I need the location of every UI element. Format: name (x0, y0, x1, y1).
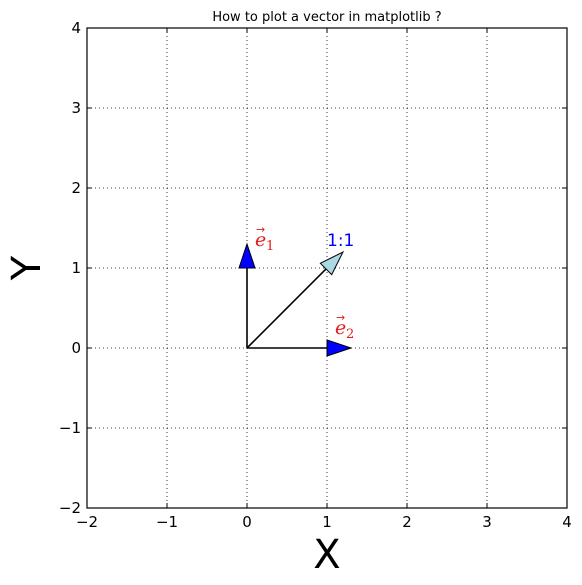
x-tick-label: −2 (76, 513, 98, 531)
chart-title: How to plot a vector in matplotlib ? (212, 10, 441, 25)
y-tick-label: −2 (59, 499, 81, 517)
vector-label-arrow-e2: → (336, 311, 345, 324)
y-tick-label: −1 (59, 419, 81, 437)
vector-head-e1 (238, 242, 256, 269)
x-tick-label: −1 (156, 513, 178, 531)
y-tick-label: 4 (71, 19, 81, 37)
vector-shaft-diag (246, 268, 327, 349)
vector-head-e2 (326, 339, 353, 357)
y-axis-title: Y (4, 255, 50, 281)
vector-label-sub-e1: 1 (266, 239, 274, 254)
vector-label-e1: e (255, 229, 266, 251)
vector-label-arrow-e1: → (256, 223, 265, 236)
plot-frame (86, 27, 568, 509)
vector-label-sub-e2: 2 (346, 327, 354, 342)
x-tick-label: 2 (402, 513, 412, 531)
y-tick-label: 3 (71, 99, 81, 117)
vector-head-diag (319, 250, 345, 276)
vector-labels: →e 1→e 21:1 (255, 223, 354, 342)
y-tick-label: 2 (71, 179, 81, 197)
y-tick-label: 1 (71, 259, 81, 277)
y-tick-label: 0 (71, 339, 81, 357)
x-tick-label: 3 (482, 513, 492, 531)
vectors (238, 242, 353, 357)
x-tick-label: 1 (322, 513, 332, 531)
tick-labels: −2 −1 0 1 2 3 4 −2 −1 0 1 2 3 4 (59, 19, 572, 531)
x-tick-label: 0 (242, 513, 252, 531)
x-tick-label: 4 (562, 513, 572, 531)
vector-label-e2: e (335, 317, 346, 339)
x-axis-title: X (313, 532, 340, 578)
annotation-label: 1:1 (327, 231, 354, 251)
